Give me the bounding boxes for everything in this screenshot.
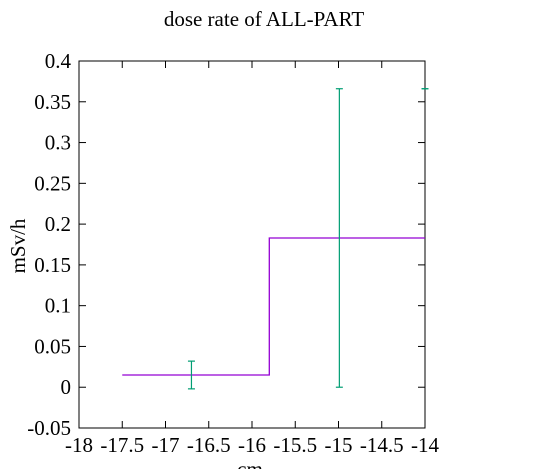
y-tick-label: 0 <box>61 375 72 399</box>
plot-frame <box>78 60 426 429</box>
y-tick-label: 0.05 <box>34 334 71 358</box>
error-bar <box>187 360 195 390</box>
y-tick-label: 0.35 <box>34 90 71 114</box>
x-tick-label: -17 <box>152 433 180 457</box>
y-tick-label: 0.2 <box>45 212 71 236</box>
error-bar <box>335 88 343 388</box>
x-tick-label: -14 <box>411 433 439 457</box>
plot-border <box>78 60 426 429</box>
y-tick-label: 0.4 <box>45 49 72 73</box>
x-axis-label: cm <box>237 457 263 469</box>
x-tick-label: -18 <box>65 433 93 457</box>
y-tick-label: 0.25 <box>34 171 71 195</box>
x-tick-label: -17.5 <box>100 433 144 457</box>
axis-ticks: -18 -17.5 -17 -16.5 -16 -15.5 -15 -14.5 -14 -0.05… <box>27 49 439 457</box>
y-tick-label: 0.3 <box>45 131 71 155</box>
step-line <box>122 237 425 376</box>
x-tick-label: -15.5 <box>273 433 317 457</box>
x-tick-label: -15 <box>325 433 353 457</box>
y-tick-label: -0.05 <box>27 416 71 440</box>
x-tick-label: -16.5 <box>187 433 231 457</box>
x-tick-label: -16 <box>238 433 266 457</box>
y-tick-label: 0.1 <box>45 294 71 318</box>
series-layer <box>122 88 429 390</box>
chart-title: dose rate of ALL-PART <box>164 7 365 31</box>
y-axis-label: mSv/h <box>6 218 30 273</box>
x-tick-label: -14.5 <box>360 433 404 457</box>
y-tick-label: 0.15 <box>34 253 71 277</box>
